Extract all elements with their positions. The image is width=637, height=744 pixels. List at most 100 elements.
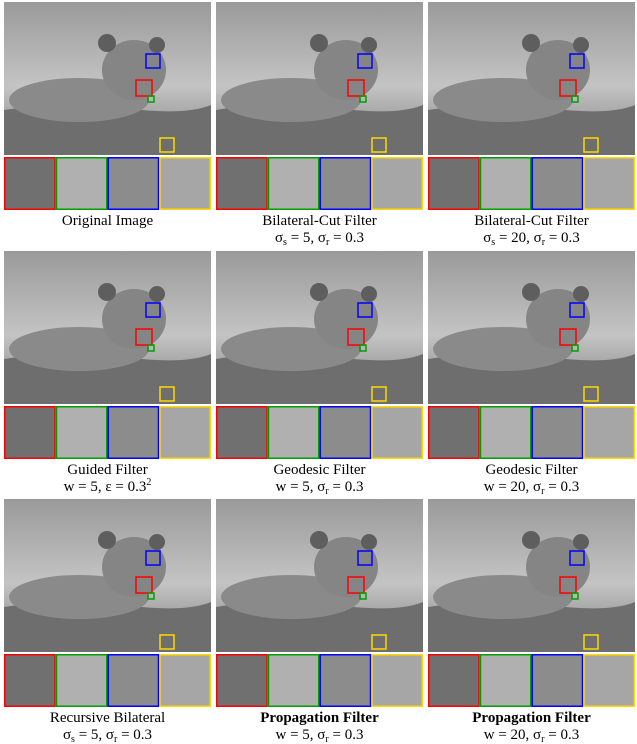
- inset: [429, 158, 479, 210]
- caption-title: Bilateral-Cut Filter: [262, 213, 377, 229]
- caption-title: Propagation Filter: [472, 710, 591, 726]
- caption-segment: σ: [275, 230, 283, 246]
- inset: [57, 158, 107, 210]
- caption-segment: = 20, σ: [495, 230, 542, 246]
- caption-segment: w = 20, σ: [484, 479, 541, 495]
- image-ear: [361, 534, 377, 550]
- image-ear: [522, 34, 540, 52]
- caption-segment: w = 5, σ: [276, 479, 326, 495]
- panel: Bilateral-Cut Filterσs = 5, σr = 0.3: [216, 2, 423, 248]
- image-ear: [98, 283, 116, 301]
- image-ear: [149, 534, 165, 550]
- inset: [5, 407, 55, 459]
- inset: [57, 655, 107, 707]
- caption-segment: = 0.3: [545, 479, 580, 495]
- caption-title: Bilateral-Cut Filter: [474, 213, 589, 229]
- inset: [481, 158, 531, 210]
- inset: [108, 158, 158, 210]
- image-ear: [522, 531, 540, 549]
- image-ear: [573, 37, 589, 53]
- image-ear: [361, 286, 377, 302]
- inset: [584, 655, 634, 707]
- inset: [372, 655, 422, 707]
- caption-title: Geodesic Filter: [273, 462, 365, 478]
- image-ear: [98, 34, 116, 52]
- caption-segment: w = 5, ε = 0.3: [64, 479, 147, 495]
- image-ear: [149, 286, 165, 302]
- inset: [481, 655, 531, 707]
- inset: [532, 158, 582, 210]
- caption-segment: σ: [483, 230, 491, 246]
- inset: [217, 655, 267, 707]
- inset: [269, 407, 319, 459]
- inset: [532, 655, 582, 707]
- inset: [5, 158, 55, 210]
- inset: [320, 655, 370, 707]
- caption-segment: = 0.3: [117, 727, 152, 743]
- caption-segment: w = 20, σ: [484, 727, 541, 743]
- figure: Original ImageBilateral-Cut Filterσs = 5…: [0, 0, 637, 744]
- inset: [108, 655, 158, 707]
- inset: [584, 158, 634, 210]
- caption-title: Geodesic Filter: [485, 462, 577, 478]
- panel: Propagation Filterw = 20, σr = 0.3: [428, 499, 635, 744]
- inset: [481, 407, 531, 459]
- inset: [5, 655, 55, 707]
- caption-params: σs = 5, σr = 0.3: [275, 230, 364, 248]
- inset: [320, 407, 370, 459]
- caption-title: Guided Filter: [67, 462, 147, 478]
- image-ear: [310, 34, 328, 52]
- inset: [584, 407, 634, 459]
- caption-params: w = 20, σr = 0.3: [484, 479, 579, 497]
- caption-params: w = 5, ε = 0.32: [64, 477, 152, 495]
- inset: [372, 158, 422, 210]
- inset: [532, 407, 582, 459]
- image-ear: [310, 531, 328, 549]
- caption-segment: 2: [146, 477, 151, 488]
- image-ear: [98, 531, 116, 549]
- inset: [429, 407, 479, 459]
- caption-segment: = 0.3: [545, 727, 580, 743]
- caption-segment: w = 5, σ: [276, 727, 326, 743]
- caption-segment: = 5, σ: [75, 727, 114, 743]
- panel: Original Image: [4, 2, 211, 229]
- inset: [217, 407, 267, 459]
- caption-params: σs = 20, σr = 0.3: [483, 230, 580, 248]
- caption-params: w = 20, σr = 0.3: [484, 727, 579, 744]
- caption-params: w = 5, σr = 0.3: [276, 479, 364, 497]
- inset: [429, 655, 479, 707]
- caption-segment: = 5, σ: [287, 230, 326, 246]
- caption-segment: = 0.3: [545, 230, 580, 246]
- caption-segment: = 0.3: [329, 479, 364, 495]
- inset: [269, 655, 319, 707]
- image-ear: [573, 286, 589, 302]
- inset: [372, 407, 422, 459]
- inset: [269, 158, 319, 210]
- image-ear: [310, 283, 328, 301]
- caption-title: Recursive Bilateral: [50, 710, 165, 726]
- image-ear: [149, 37, 165, 53]
- caption-params: w = 5, σr = 0.3: [276, 727, 364, 744]
- image-ear: [522, 283, 540, 301]
- caption-segment: = 0.3: [329, 230, 364, 246]
- inset: [160, 655, 210, 707]
- caption-segment: σ: [63, 727, 71, 743]
- caption-params: σs = 5, σr = 0.3: [63, 727, 152, 744]
- inset: [108, 407, 158, 459]
- inset: [160, 407, 210, 459]
- caption-title: Original Image: [62, 213, 154, 229]
- inset: [57, 407, 107, 459]
- caption-title: Propagation Filter: [260, 710, 379, 726]
- inset: [160, 158, 210, 210]
- inset: [217, 158, 267, 210]
- caption-segment: = 0.3: [329, 727, 364, 743]
- image-ear: [573, 534, 589, 550]
- inset: [320, 158, 370, 210]
- image-ear: [361, 37, 377, 53]
